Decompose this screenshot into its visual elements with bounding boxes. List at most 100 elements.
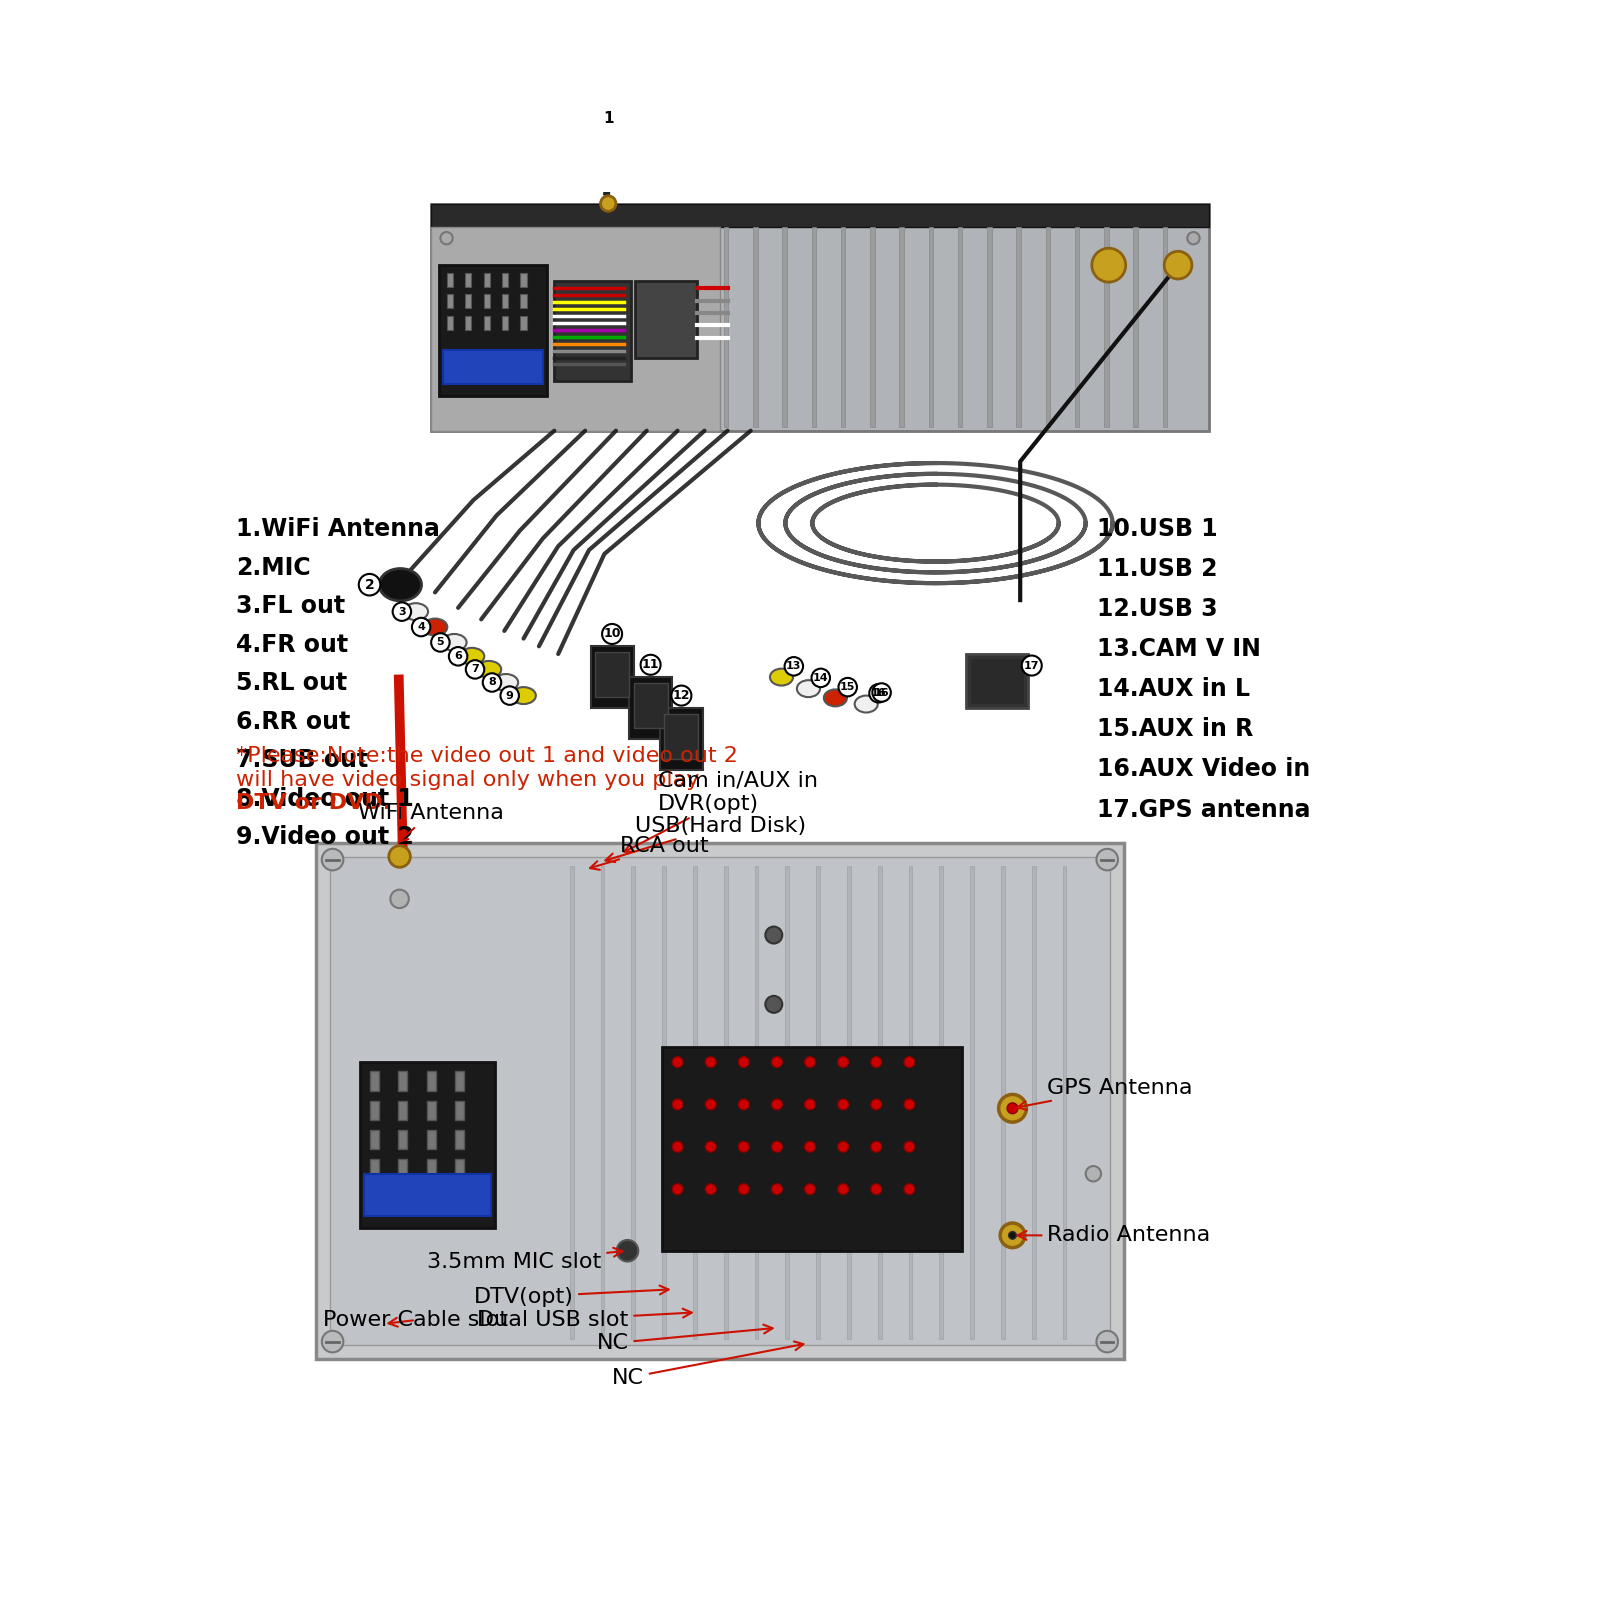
Bar (483, 315, 490, 330)
Circle shape (466, 661, 485, 678)
Circle shape (672, 1099, 683, 1110)
Bar (427, 1101, 435, 1120)
Circle shape (672, 1056, 683, 1067)
Ellipse shape (379, 568, 421, 602)
Text: 9: 9 (506, 691, 514, 701)
Circle shape (430, 634, 450, 651)
Circle shape (706, 1056, 717, 1067)
Bar (446, 315, 453, 330)
Bar (987, 227, 992, 427)
Text: 1: 1 (603, 112, 613, 126)
Bar (870, 227, 875, 427)
Bar (966, 654, 1027, 707)
Circle shape (904, 1141, 915, 1152)
Text: 2.MIC: 2.MIC (237, 555, 310, 579)
Bar (928, 227, 933, 427)
Bar (438, 266, 547, 397)
Circle shape (595, 107, 621, 131)
Circle shape (904, 1184, 915, 1195)
Bar (635, 280, 698, 357)
Bar (846, 866, 851, 1339)
Text: 8.Video out 1: 8.Video out 1 (237, 787, 414, 811)
Bar (909, 866, 912, 1339)
Bar (398, 1101, 408, 1120)
Text: 17: 17 (1024, 661, 1040, 670)
Text: 13.CAM V IN: 13.CAM V IN (1098, 637, 1261, 661)
Bar (502, 315, 509, 330)
Bar (590, 646, 634, 707)
Bar (370, 1130, 379, 1149)
Bar (878, 866, 882, 1339)
Ellipse shape (512, 686, 536, 704)
Bar (659, 707, 702, 770)
Circle shape (672, 1141, 683, 1152)
Circle shape (838, 1099, 848, 1110)
Text: 1.WiFi Antenna: 1.WiFi Antenna (237, 517, 440, 541)
Text: 5.RL out: 5.RL out (237, 672, 347, 696)
Text: 13: 13 (786, 661, 802, 672)
Bar (1075, 227, 1080, 427)
Text: 15.AUX in R: 15.AUX in R (1098, 717, 1253, 741)
Circle shape (784, 658, 803, 675)
Circle shape (738, 1099, 749, 1110)
Bar (520, 315, 526, 330)
Text: 7: 7 (470, 664, 478, 675)
Ellipse shape (477, 661, 501, 678)
Circle shape (602, 624, 622, 643)
Circle shape (389, 846, 410, 867)
Bar (662, 1046, 963, 1251)
Bar (443, 350, 542, 384)
Circle shape (390, 890, 410, 909)
Ellipse shape (770, 669, 794, 685)
Text: 9.Video out 2: 9.Video out 2 (237, 826, 414, 850)
Text: 11: 11 (642, 658, 659, 672)
Circle shape (1096, 850, 1118, 870)
Circle shape (771, 1141, 782, 1152)
Text: 2: 2 (365, 578, 374, 592)
Bar (600, 866, 605, 1339)
Bar (755, 866, 758, 1339)
Bar (664, 714, 698, 758)
Bar (398, 1072, 408, 1091)
Text: 3.FL out: 3.FL out (237, 594, 346, 618)
Text: 16: 16 (870, 688, 886, 698)
Bar (958, 227, 963, 427)
Circle shape (501, 686, 518, 706)
Bar (330, 856, 1110, 1344)
Circle shape (672, 685, 691, 706)
Circle shape (838, 1056, 848, 1067)
Bar (398, 1130, 408, 1149)
Bar (430, 203, 1210, 430)
Circle shape (358, 574, 381, 595)
Bar (454, 1072, 464, 1091)
Bar (520, 294, 526, 309)
Bar (360, 1062, 494, 1227)
Circle shape (998, 1094, 1026, 1122)
Circle shape (805, 1099, 816, 1110)
Circle shape (483, 674, 501, 691)
Bar (446, 274, 453, 286)
Text: 3.5mm MIC slot: 3.5mm MIC slot (427, 1248, 622, 1272)
Ellipse shape (824, 690, 846, 706)
Ellipse shape (459, 648, 485, 664)
Circle shape (616, 1240, 638, 1261)
Bar (427, 1072, 435, 1091)
Circle shape (1008, 1232, 1016, 1240)
Circle shape (805, 1141, 816, 1152)
Circle shape (322, 850, 344, 870)
Bar (1104, 227, 1109, 427)
Circle shape (1022, 656, 1042, 675)
Ellipse shape (797, 680, 819, 698)
Bar (1163, 227, 1168, 427)
Bar (454, 1158, 464, 1178)
Bar (427, 1158, 435, 1178)
Circle shape (765, 995, 782, 1013)
Bar (632, 866, 635, 1339)
Bar (483, 274, 490, 286)
Ellipse shape (403, 603, 429, 621)
Bar (754, 227, 758, 427)
Circle shape (738, 1056, 749, 1067)
Circle shape (706, 1099, 717, 1110)
Text: will have video signal only when you play: will have video signal only when you pla… (237, 770, 699, 789)
Circle shape (706, 1141, 717, 1152)
